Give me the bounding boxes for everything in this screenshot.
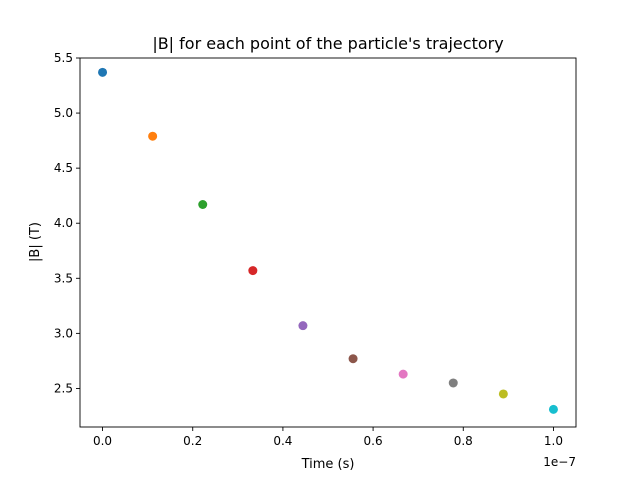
x-axis-offset-label: 1e−7 bbox=[543, 455, 576, 469]
chart-title: |B| for each point of the particle's tra… bbox=[152, 34, 503, 53]
x-tick-label: 0.8 bbox=[454, 434, 473, 448]
axes-frame bbox=[79, 57, 577, 428]
y-tick-label: 5.0 bbox=[54, 106, 73, 120]
y-tick-label: 3.5 bbox=[54, 271, 73, 285]
data-point bbox=[148, 131, 158, 141]
data-point bbox=[248, 266, 258, 276]
data-point bbox=[548, 404, 558, 414]
y-tick-label: 4.5 bbox=[54, 161, 73, 175]
data-point bbox=[198, 199, 208, 209]
x-tick-label: 1.0 bbox=[544, 434, 563, 448]
x-tick-label: 0.4 bbox=[273, 434, 292, 448]
plot-area: 0.0 0.2 0.4 0.6 0.8 1.0 2.5 3.0 3.5 4.0 4.5 5.0 5.5 bbox=[54, 51, 577, 448]
y-axis-label: |B| (T) bbox=[28, 222, 43, 262]
x-tick-label: 0.6 bbox=[364, 434, 383, 448]
data-point bbox=[98, 67, 108, 77]
data-point bbox=[448, 378, 458, 388]
x-tick-label: 0.2 bbox=[183, 434, 202, 448]
data-point bbox=[348, 354, 358, 364]
y-tick-label: 4.0 bbox=[54, 216, 73, 230]
y-tick-label: 5.5 bbox=[54, 51, 73, 65]
y-tick-label: 3.0 bbox=[54, 326, 73, 340]
data-point bbox=[398, 369, 408, 379]
data-point bbox=[298, 321, 308, 331]
data-point bbox=[498, 389, 508, 399]
y-tick-label: 2.5 bbox=[54, 381, 73, 395]
x-axis-label: Time (s) bbox=[301, 457, 355, 472]
x-tick-label: 0.0 bbox=[93, 434, 112, 448]
